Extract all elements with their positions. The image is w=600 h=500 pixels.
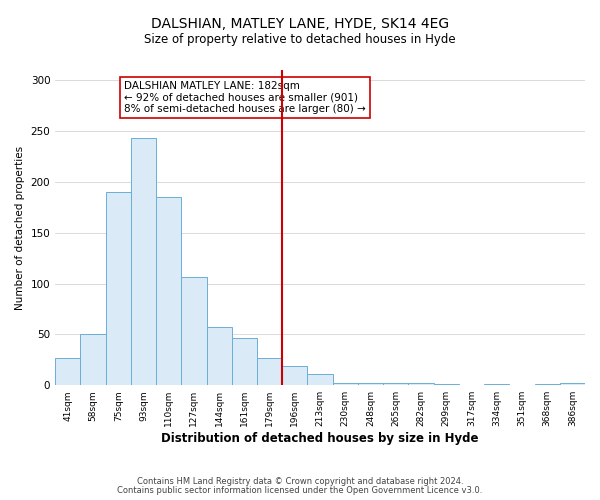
Text: Contains public sector information licensed under the Open Government Licence v3: Contains public sector information licen… xyxy=(118,486,482,495)
Bar xyxy=(484,384,509,385)
Bar xyxy=(257,358,282,385)
X-axis label: Distribution of detached houses by size in Hyde: Distribution of detached houses by size … xyxy=(161,432,479,445)
Bar xyxy=(383,383,409,385)
Text: Size of property relative to detached houses in Hyde: Size of property relative to detached ho… xyxy=(144,32,456,46)
Bar xyxy=(106,192,131,385)
Bar xyxy=(332,383,358,385)
Bar xyxy=(55,358,80,385)
Text: Contains HM Land Registry data © Crown copyright and database right 2024.: Contains HM Land Registry data © Crown c… xyxy=(137,477,463,486)
Bar xyxy=(434,384,459,385)
Text: DALSHIAN, MATLEY LANE, HYDE, SK14 4EG: DALSHIAN, MATLEY LANE, HYDE, SK14 4EG xyxy=(151,18,449,32)
Bar xyxy=(307,374,332,385)
Bar xyxy=(358,383,383,385)
Bar xyxy=(535,384,560,385)
Text: DALSHIAN MATLEY LANE: 182sqm
← 92% of detached houses are smaller (901)
8% of se: DALSHIAN MATLEY LANE: 182sqm ← 92% of de… xyxy=(124,81,366,114)
Bar xyxy=(282,366,307,385)
Bar xyxy=(560,383,585,385)
Bar xyxy=(181,278,206,385)
Bar xyxy=(409,383,434,385)
Bar xyxy=(206,328,232,385)
Y-axis label: Number of detached properties: Number of detached properties xyxy=(15,146,25,310)
Bar xyxy=(232,338,257,385)
Bar xyxy=(156,197,181,385)
Bar xyxy=(80,334,106,385)
Bar xyxy=(131,138,156,385)
